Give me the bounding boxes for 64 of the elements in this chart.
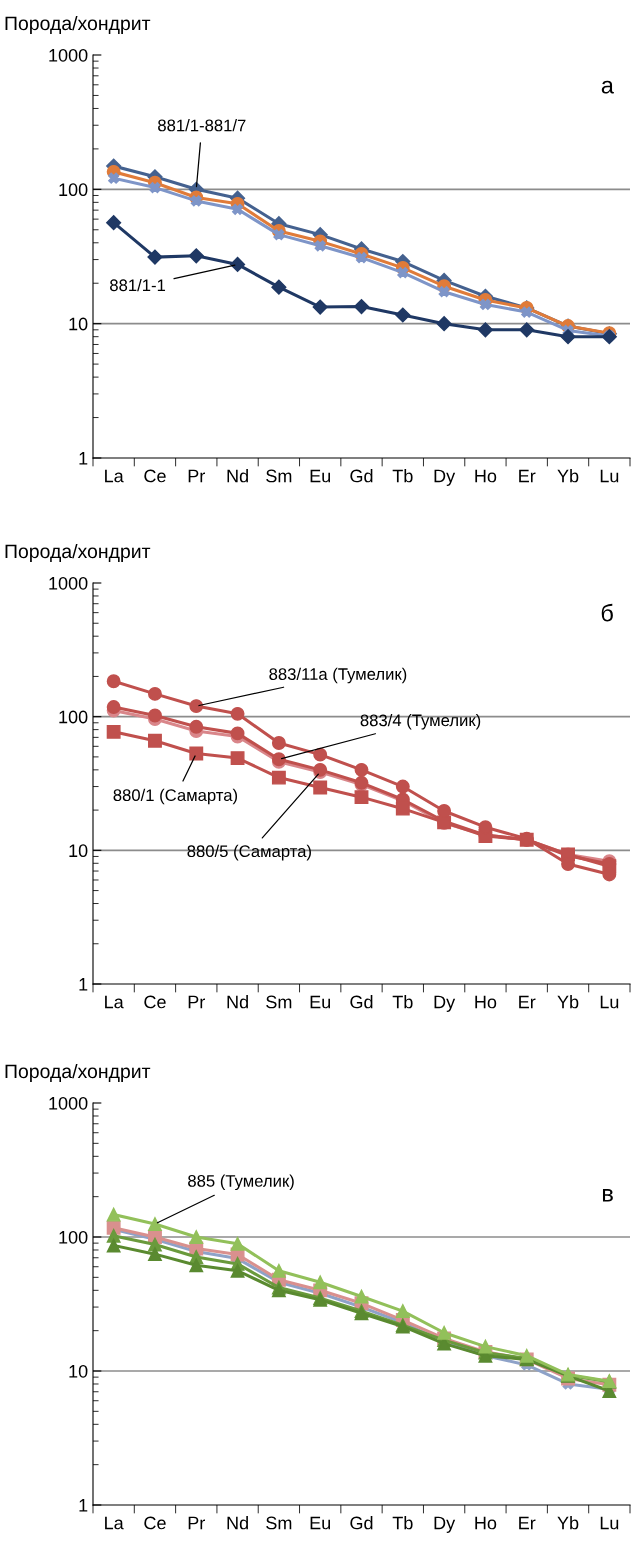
x-tick-label: Sm xyxy=(266,469,292,483)
x-tick-label: Tb xyxy=(392,469,413,483)
x-tick-label: Dy xyxy=(434,995,456,1012)
y-axis-title: Порода/хондрит xyxy=(5,543,151,563)
x-tick-label: Gd xyxy=(350,469,373,483)
annotation: 881/1-1 xyxy=(110,278,166,292)
y-tick-label: 10 xyxy=(69,1364,88,1378)
x-tick-label: Yb xyxy=(557,1516,579,1530)
x-tick-label: La xyxy=(105,1516,124,1530)
y-tick-label: 100 xyxy=(59,183,88,197)
y-tick-label: 1000 xyxy=(49,1096,88,1110)
x-tick-label: Nd xyxy=(227,995,248,1009)
x-tick-label: La xyxy=(105,469,124,483)
x-tick-label: Tb xyxy=(392,995,413,1009)
x-tick-label: Ce xyxy=(144,1516,166,1530)
x-tick-label: Er xyxy=(519,1516,536,1530)
x-tick-label: Yb xyxy=(557,469,579,483)
y-tick-label: 10 xyxy=(69,317,88,331)
x-tick-label: Ce xyxy=(144,469,166,483)
y-tick-label: 1000 xyxy=(49,48,88,62)
x-tick-label: Ho xyxy=(475,995,497,1009)
x-tick-label: Lu xyxy=(600,1516,619,1530)
x-tick-label: Lu xyxy=(600,469,619,483)
x-tick-label: Pr xyxy=(188,1516,205,1530)
x-tick-label: Sm xyxy=(266,995,292,1009)
y-tick-label: 10 xyxy=(69,844,88,858)
x-tick-label: Yb xyxy=(557,995,579,1009)
y-tick-label: 100 xyxy=(59,1230,88,1244)
y-tick-label: 1000 xyxy=(49,576,88,590)
y-tick-label: 1 xyxy=(79,1499,88,1512)
x-tick-label: Nd xyxy=(227,469,248,483)
x-tick-label: Dy xyxy=(434,469,456,486)
y-tick-label: 1 xyxy=(79,452,88,465)
y-tick-label: 100 xyxy=(59,710,88,724)
x-tick-label: Sm xyxy=(266,1516,292,1530)
x-tick-label: Tb xyxy=(392,1516,413,1530)
y-axis-title: Порода/хондрит xyxy=(5,15,151,35)
annotation: 883/11a (Тумелик) xyxy=(269,667,407,684)
text: а xyxy=(601,80,614,94)
x-tick-label: La xyxy=(105,995,124,1009)
text: в xyxy=(602,1189,613,1202)
x-tick-label: Er xyxy=(519,469,536,483)
x-tick-label: Ho xyxy=(475,1516,497,1530)
x-tick-label: Ho xyxy=(475,469,497,483)
annotation: 880/1 (Самарта) xyxy=(113,788,238,805)
x-tick-label: Er xyxy=(519,995,536,1009)
x-tick-label: Eu xyxy=(310,995,331,1009)
x-tick-label: Eu xyxy=(310,1516,331,1530)
text: б xyxy=(601,603,613,622)
y-tick-label: 1 xyxy=(79,978,88,991)
annotation: 881/1-881/7 xyxy=(158,119,246,132)
x-tick-label: Pr xyxy=(188,995,205,1009)
y-axis-title: Порода/хондрит xyxy=(5,1063,151,1083)
x-tick-label: Pr xyxy=(188,469,205,483)
x-tick-label: Ce xyxy=(144,995,166,1009)
x-tick-label: Dy xyxy=(434,1516,456,1533)
annotation: 885 (Тумелик) xyxy=(188,1174,294,1191)
x-tick-label: Eu xyxy=(310,469,331,483)
x-tick-label: Gd xyxy=(350,995,373,1009)
x-tick-label: Nd xyxy=(227,1516,248,1530)
x-tick-label: Gd xyxy=(350,1516,373,1530)
x-tick-label: Lu xyxy=(600,995,619,1009)
annotation: 883/4 (Тумелик) xyxy=(360,714,481,730)
annotation: 880/5 (Самарта) xyxy=(187,844,311,861)
